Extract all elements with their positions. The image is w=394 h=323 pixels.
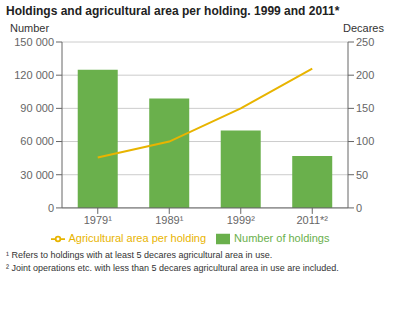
svg-text:100: 100 (356, 135, 374, 147)
svg-text:60 000: 60 000 (20, 135, 54, 147)
svg-text:200: 200 (356, 69, 374, 81)
svg-text:1989¹: 1989¹ (155, 214, 183, 226)
svg-text:1999²: 1999² (227, 214, 255, 226)
svg-text:2011*²: 2011*² (296, 214, 328, 226)
html-text:Decares: Decares (343, 22, 384, 34)
html-text:Number of holdings: Number of holdings (234, 231, 330, 244)
svg-text:0: 0 (356, 202, 362, 214)
svg-text:250: 250 (356, 36, 374, 48)
svg-text:150 000: 150 000 (14, 36, 54, 48)
html-text:Number: Number (10, 22, 50, 34)
html-text:Holdings and agricultural area: Holdings and agricultural area per holdi… (6, 4, 340, 18)
svg-text:50: 50 (356, 169, 368, 181)
html-text:Agricultural area per holding: Agricultural area per holding (68, 231, 207, 244)
svg-text:0: 0 (48, 202, 54, 214)
html-text:² Joint operations etc. with l: ² Joint operations etc. with less than 5… (6, 263, 339, 273)
svg-text:150: 150 (356, 102, 374, 114)
svg-text:120 000: 120 000 (14, 69, 54, 81)
svg-text:90 000: 90 000 (20, 102, 54, 114)
svg-text:1979¹: 1979¹ (84, 214, 112, 226)
html-text:¹ Refers to holdings with at l: ¹ Refers to holdings with at least 5 dec… (6, 250, 273, 260)
svg-text:30 000: 30 000 (20, 169, 54, 181)
